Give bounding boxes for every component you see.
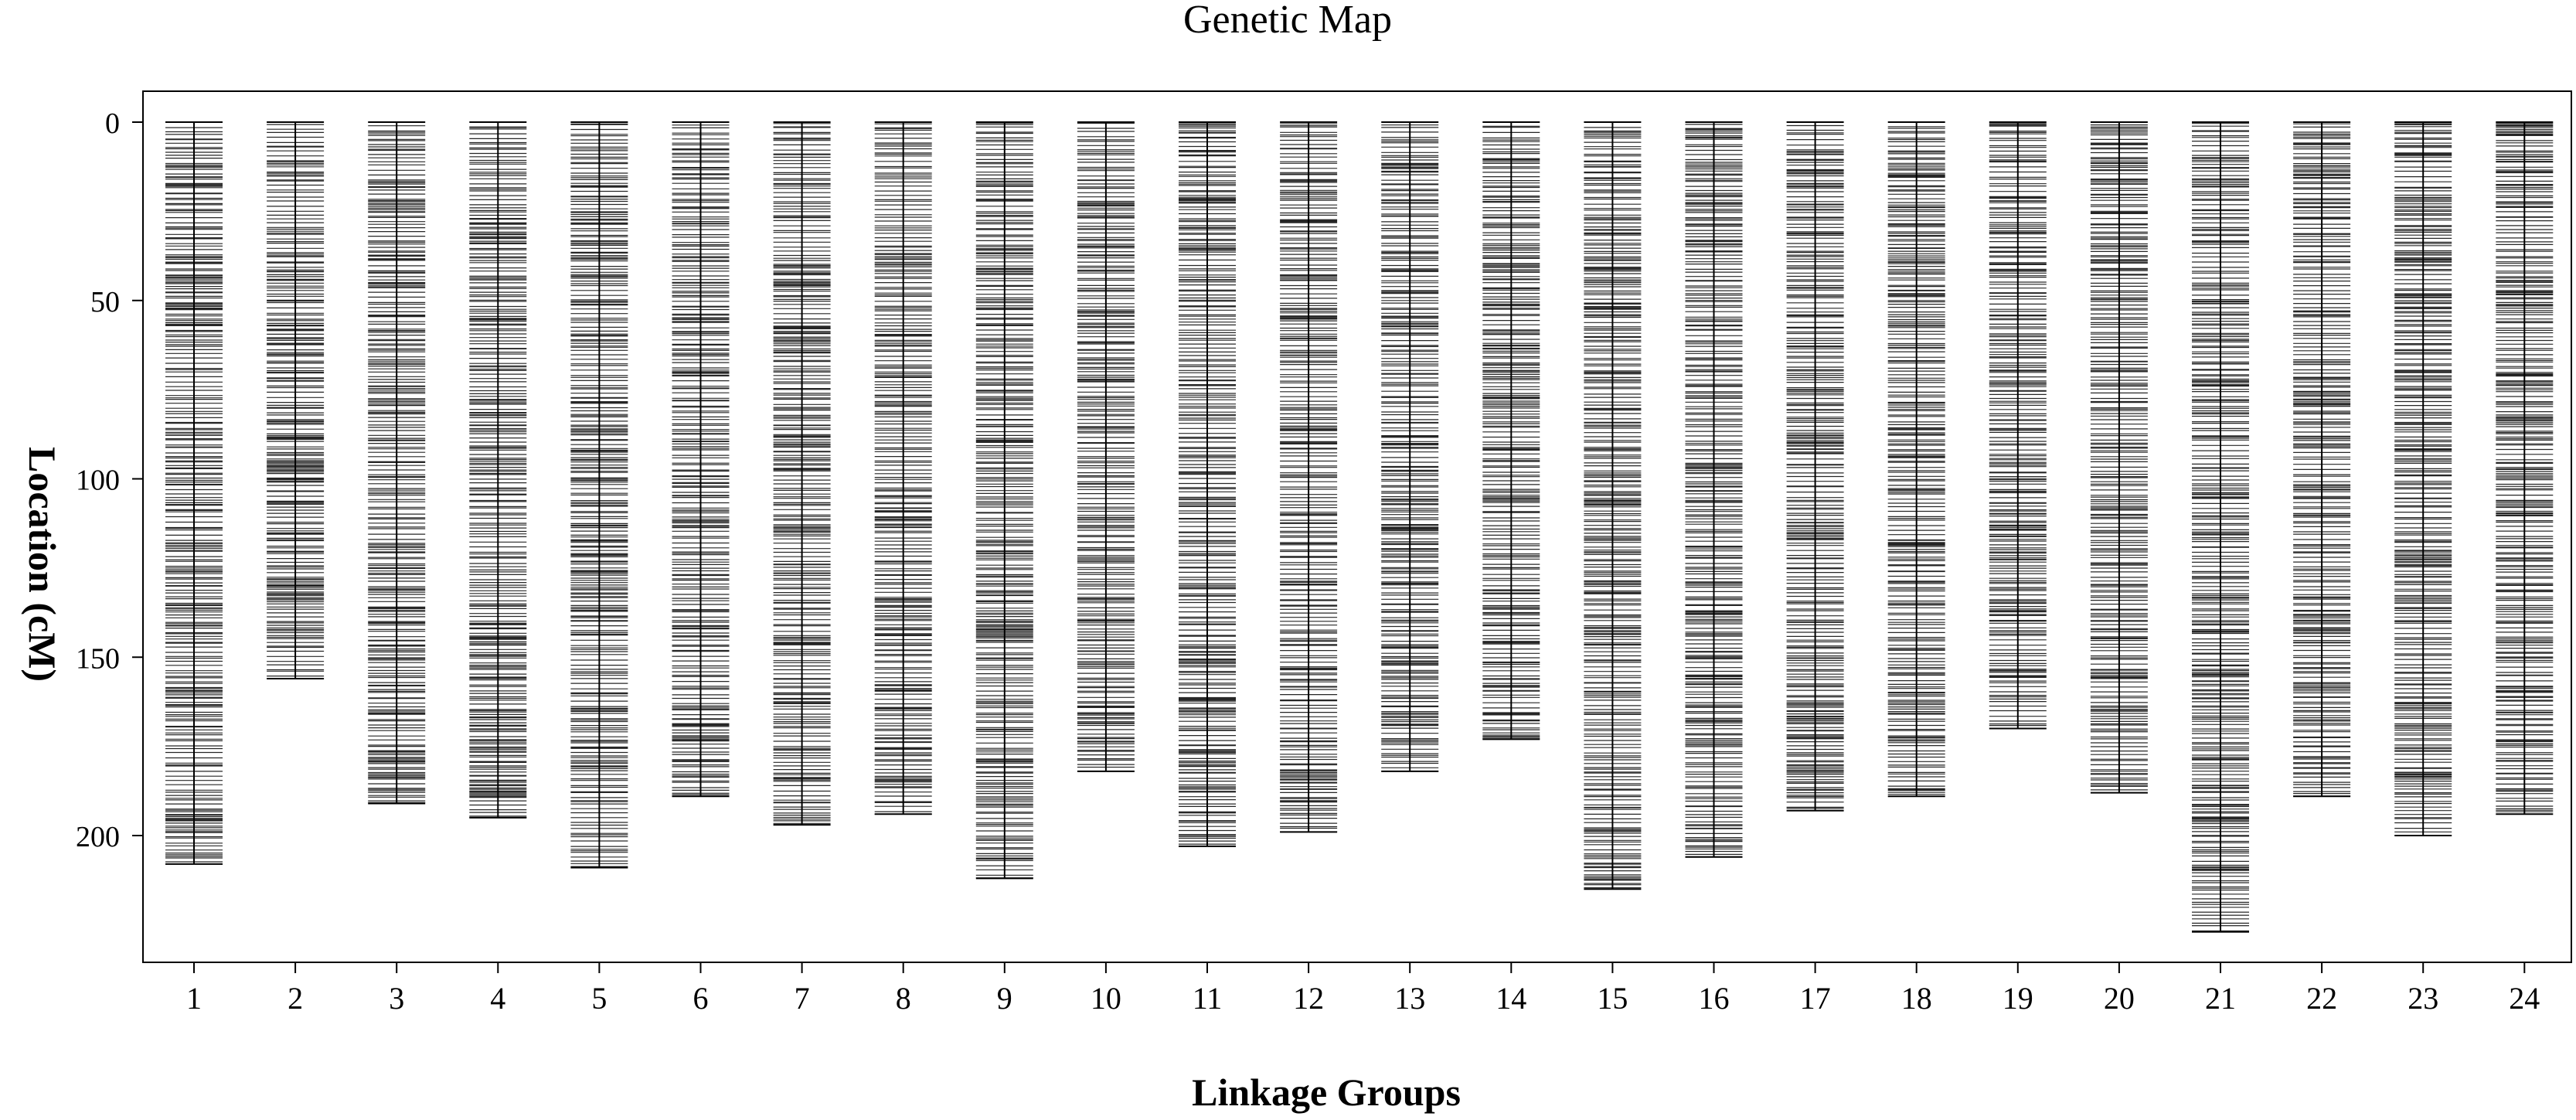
y-tick-label: 100 (76, 465, 120, 497)
linkage-group-18 (1887, 121, 1945, 798)
x-tick-label: 20 (2104, 981, 2135, 1016)
x-tick-label: 10 (1091, 981, 1121, 1016)
marker-lines (2394, 122, 2452, 832)
x-tick-label: 2 (288, 981, 303, 1016)
y-axis-label: Location (cM) (21, 447, 64, 682)
linkage-group-23 (2394, 121, 2452, 836)
y-tick-label: 50 (90, 286, 120, 318)
x-tick-label: 23 (2408, 981, 2438, 1016)
x-tick-label: 1 (186, 981, 202, 1016)
linkage-group-3 (368, 121, 426, 805)
linkage-group-13 (1381, 121, 1439, 772)
x-tick-label: 24 (2509, 981, 2540, 1016)
linkage-group-4 (469, 121, 527, 819)
linkage-group-9 (975, 121, 1033, 880)
x-tick-label: 4 (490, 981, 505, 1016)
linkage-group-16 (1685, 121, 1743, 858)
marker-lines (773, 123, 831, 824)
x-tick-label: 22 (2306, 981, 2337, 1016)
x-tick-label: 21 (2205, 981, 2236, 1016)
marker-lines (1786, 124, 1844, 809)
marker-lines (267, 124, 325, 677)
marker-lines (1685, 124, 1743, 857)
linkage-group-1 (165, 121, 223, 865)
marker-lines (2192, 123, 2249, 931)
linkage-group-2 (267, 121, 325, 679)
marker-lines (1381, 124, 1439, 772)
linkage-group-17 (1786, 121, 1844, 812)
y-tick-label: 150 (76, 642, 120, 675)
marker-lines (368, 125, 426, 803)
linkage-group-10 (1077, 121, 1135, 772)
linkage-group-12 (1280, 121, 1338, 833)
x-tick-label: 7 (795, 981, 810, 1016)
linkage-group-15 (1584, 121, 1642, 890)
linkage-group-6 (672, 121, 730, 798)
linkage-group-24 (2496, 121, 2554, 815)
x-axis-label: Linkage Groups (1192, 1071, 1461, 1114)
linkage-group-20 (2090, 121, 2148, 794)
linkage-groups (165, 121, 2554, 933)
plot-frame (142, 90, 2572, 963)
marker-lines (672, 124, 730, 797)
marker-lines (1482, 125, 1540, 740)
x-tick-label: 9 (997, 981, 1012, 1016)
marker-lines (2496, 122, 2554, 812)
marker-lines (165, 127, 223, 863)
x-tick-label: 5 (591, 981, 607, 1016)
linkage-group-8 (874, 121, 932, 815)
linkage-group-19 (1989, 121, 2047, 730)
marker-lines (1179, 123, 1236, 845)
x-tick-label: 12 (1293, 981, 1324, 1016)
y-tick-label: 0 (105, 107, 120, 140)
y-axis: 0 50 100 150 200 (76, 107, 143, 853)
linkage-group-7 (773, 121, 831, 826)
marker-lines (570, 123, 628, 867)
x-tick-label: 19 (2003, 981, 2033, 1016)
marker-lines (1280, 123, 1338, 832)
linkage-group-14 (1482, 121, 1540, 740)
marker-lines (2293, 123, 2351, 797)
x-tick-label: 16 (1699, 981, 1730, 1016)
x-tick-label: 8 (896, 981, 911, 1016)
marker-lines (1989, 123, 2047, 727)
x-tick-label: 6 (693, 981, 709, 1016)
x-tick-label: 17 (1800, 981, 1831, 1016)
marker-lines (1887, 126, 1945, 795)
linkage-group-11 (1179, 121, 1236, 847)
x-tick-label: 3 (389, 981, 404, 1016)
x-tick-label: 14 (1496, 981, 1526, 1016)
chart-title: Genetic Map (1183, 0, 1392, 42)
marker-lines (2090, 124, 2148, 791)
marker-lines (469, 126, 527, 818)
y-tick-label: 200 (76, 821, 120, 853)
x-tick-label: 18 (1901, 981, 1932, 1016)
linkage-group-22 (2293, 121, 2351, 798)
x-tick-label: 11 (1193, 981, 1223, 1016)
marker-lines (1077, 122, 1135, 768)
x-tick-label: 15 (1597, 981, 1628, 1016)
marker-lines (1584, 127, 1642, 889)
linkage-group-21 (2192, 121, 2249, 933)
marker-lines (874, 123, 932, 815)
marker-lines (975, 122, 1033, 879)
x-axis: 1 2 3 4 5 6 7 8 9 10 11 12 13 14 15 16 17 18 19 20 21 22 23 24 (186, 962, 2540, 1016)
x-tick-label: 13 (1394, 981, 1425, 1016)
linkage-group-5 (570, 121, 628, 869)
